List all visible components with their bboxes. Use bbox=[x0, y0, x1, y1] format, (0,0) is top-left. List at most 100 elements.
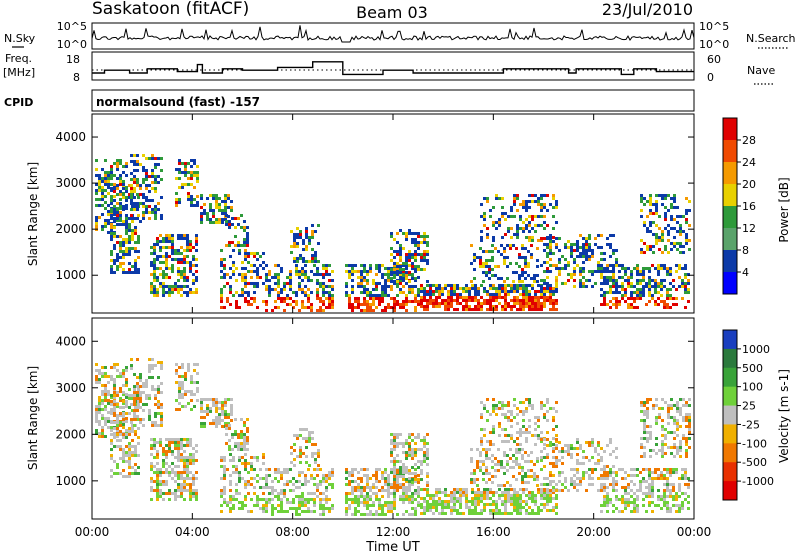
power-cell bbox=[302, 242, 305, 245]
power-cell bbox=[546, 209, 549, 212]
power-cell bbox=[133, 163, 136, 166]
velocity-cell bbox=[414, 480, 417, 483]
power-cell bbox=[582, 237, 585, 240]
velocity-cell bbox=[510, 425, 513, 428]
velocity-cell bbox=[648, 489, 651, 492]
power-cell bbox=[664, 245, 667, 248]
velocity-cell bbox=[220, 489, 223, 492]
power-cell bbox=[488, 271, 491, 274]
velocity-cell bbox=[183, 465, 186, 468]
power-cell bbox=[486, 290, 489, 293]
power-cell bbox=[651, 264, 654, 267]
velocity-cell bbox=[522, 491, 525, 494]
velocity-cell bbox=[183, 459, 186, 462]
velocity-cell bbox=[498, 407, 501, 410]
power-cell bbox=[636, 291, 639, 294]
velocity-cell bbox=[369, 510, 372, 513]
power-cell bbox=[301, 303, 304, 306]
power-cell bbox=[405, 238, 408, 241]
velocity-cell bbox=[313, 510, 316, 513]
velocity-cell bbox=[411, 495, 414, 498]
power-cell bbox=[491, 259, 494, 262]
velocity-cell bbox=[633, 468, 636, 471]
velocity-cell bbox=[360, 495, 363, 498]
power-cell bbox=[227, 194, 230, 197]
power-cell bbox=[426, 308, 429, 311]
velocity-cell bbox=[649, 431, 652, 434]
velocity-cell bbox=[183, 480, 186, 483]
power-cell bbox=[165, 237, 168, 240]
power-cell bbox=[274, 306, 277, 309]
power-cell bbox=[228, 220, 231, 223]
power-cell bbox=[246, 235, 249, 238]
velocity-cell bbox=[372, 486, 375, 489]
power-cell bbox=[186, 240, 189, 243]
power-cell bbox=[447, 290, 450, 293]
velocity-cell bbox=[393, 480, 396, 483]
power-cell bbox=[156, 243, 159, 246]
power-cell bbox=[125, 220, 128, 223]
power-cell bbox=[396, 294, 399, 297]
power-cell bbox=[462, 305, 465, 308]
power-cell bbox=[137, 214, 140, 217]
power-cell bbox=[212, 197, 215, 200]
velocity-cell bbox=[429, 494, 432, 497]
power-cell bbox=[393, 309, 396, 312]
velocity-cell bbox=[393, 486, 396, 489]
velocity-cell bbox=[655, 422, 658, 425]
velocity-cell bbox=[570, 444, 573, 447]
velocity-cell bbox=[673, 443, 676, 446]
power-cell bbox=[283, 309, 286, 312]
velocity-cell bbox=[516, 506, 519, 509]
velocity-cell bbox=[507, 401, 510, 404]
velocity-cell bbox=[131, 430, 134, 433]
velocity-cell bbox=[640, 401, 643, 404]
velocity-cell bbox=[224, 410, 227, 413]
velocity-cell bbox=[384, 489, 387, 492]
velocity-cell bbox=[174, 480, 177, 483]
velocity-cell bbox=[223, 492, 226, 495]
velocity-cell bbox=[679, 410, 682, 413]
power-cell bbox=[227, 215, 230, 218]
velocity-cell bbox=[664, 452, 667, 455]
velocity-cell bbox=[390, 460, 393, 463]
power-cell bbox=[642, 267, 645, 270]
velocity-cell bbox=[405, 466, 408, 469]
velocity-cell bbox=[444, 488, 447, 491]
power-cell bbox=[468, 290, 471, 293]
velocity-cell bbox=[104, 417, 107, 420]
power-cell bbox=[441, 290, 444, 293]
velocity-cell bbox=[381, 489, 384, 492]
velocity-cell bbox=[615, 474, 618, 477]
power-cell bbox=[128, 262, 131, 265]
velocity-cell bbox=[417, 492, 420, 495]
power-cell bbox=[570, 252, 573, 255]
power-cell bbox=[304, 264, 307, 267]
velocity-cell bbox=[125, 378, 128, 381]
power-cell bbox=[162, 285, 165, 288]
power-cell bbox=[423, 305, 426, 308]
power-cell bbox=[555, 285, 558, 288]
power-cell bbox=[168, 291, 171, 294]
power-cell bbox=[174, 282, 177, 285]
power-cell bbox=[429, 293, 432, 296]
power-cell bbox=[200, 212, 203, 215]
power-cell bbox=[186, 285, 189, 288]
power-cell bbox=[615, 264, 618, 267]
power-cell bbox=[363, 279, 366, 282]
power-cell bbox=[546, 252, 549, 255]
power-cell bbox=[189, 288, 192, 291]
power-cell bbox=[200, 197, 203, 200]
velocity-cell bbox=[679, 455, 682, 458]
power-cell bbox=[220, 276, 223, 279]
power-cell bbox=[307, 294, 310, 297]
power-cell bbox=[183, 249, 186, 252]
velocity-cell bbox=[669, 489, 672, 492]
power-cell bbox=[660, 279, 663, 282]
velocity-cell bbox=[417, 489, 420, 492]
velocity-cell bbox=[411, 439, 414, 442]
velocity-cell bbox=[277, 471, 280, 474]
velocity-cell bbox=[444, 500, 447, 503]
velocity-cell bbox=[679, 425, 682, 428]
velocity-cell bbox=[244, 462, 247, 465]
